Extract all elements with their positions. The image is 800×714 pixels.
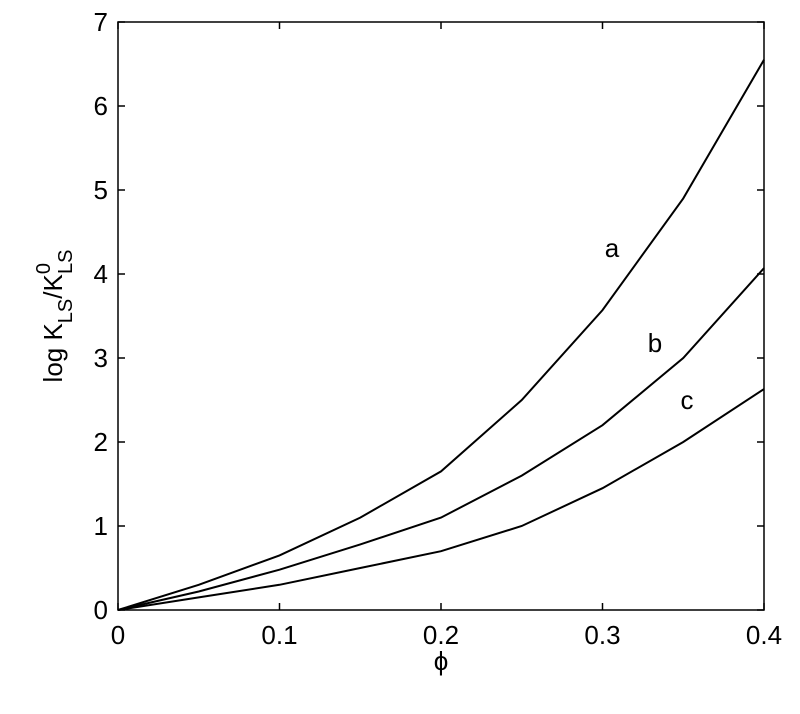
series-line [117, 59, 765, 611]
series-label: a [605, 233, 620, 263]
y-label-sup: 0 [33, 263, 55, 274]
x-tick-label: 0 [111, 620, 125, 650]
series-label: b [648, 328, 662, 358]
x-tick-label: 0.1 [261, 620, 297, 650]
x-tick-label: 0.3 [584, 620, 620, 650]
series-line [117, 388, 765, 611]
x-axis-label: ϕ [434, 646, 449, 676]
y-axis-label: log KLS/K0LS [33, 250, 77, 383]
y-label-sub: LS [55, 299, 77, 323]
y-tick-label: 5 [94, 175, 108, 205]
y-tick-label: 1 [94, 511, 108, 541]
x-tick-label: 0.2 [423, 620, 459, 650]
y-tick-label: 2 [94, 427, 108, 457]
y-tick-label: 6 [94, 91, 108, 121]
series-label: c [681, 385, 694, 415]
y-label-part: log K [38, 323, 68, 383]
y-tick-label: 3 [94, 343, 108, 373]
series-line [117, 267, 765, 611]
y-tick-label: 4 [94, 259, 108, 289]
plot-frame [117, 21, 765, 611]
y-tick-label: 0 [94, 595, 108, 625]
x-tick-label: 0.4 [746, 620, 782, 650]
y-label-part: /K [38, 273, 68, 298]
y-tick-label: 7 [94, 7, 108, 37]
y-label-sub: LS [55, 250, 77, 274]
